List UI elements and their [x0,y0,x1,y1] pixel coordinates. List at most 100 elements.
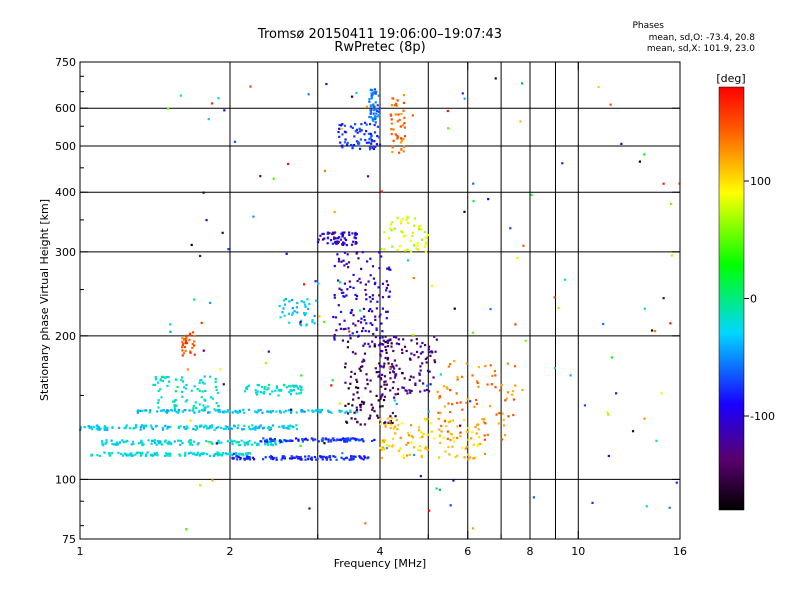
data-point [263,390,266,393]
data-point [352,273,355,277]
data-point [283,314,286,317]
data-point [96,424,99,427]
data-point [335,242,338,246]
data-point [502,418,505,421]
data-point [312,439,315,442]
data-point [426,448,429,451]
data-point [271,438,274,441]
data-point [255,411,258,414]
y-tick-label: 300 [55,246,76,259]
data-point [602,322,605,326]
data-point [403,345,407,348]
data-point [104,442,107,445]
data-point [314,409,317,412]
data-point [277,394,280,397]
data-point [396,134,399,138]
data-point [373,345,376,348]
data-point [318,408,321,412]
data-point [98,454,101,458]
data-point [356,391,359,394]
data-point [459,435,462,438]
data-point [204,389,207,393]
data-point [282,299,286,302]
data-point [264,456,267,459]
data-point [385,446,389,450]
data-point [383,231,386,234]
data-point [427,509,431,512]
data-point [412,376,415,379]
data-point [336,253,339,256]
data-point [347,402,350,406]
data-point [165,375,168,379]
data-point [295,411,298,414]
data-point [512,398,515,401]
data-point [419,475,422,478]
data-point [398,367,401,370]
data-point [306,438,309,442]
data-point [223,410,226,413]
data-point [159,378,162,381]
data-point [368,417,371,420]
data-point [482,421,485,424]
data-point [476,423,479,426]
data-point [304,437,308,440]
data-point [194,424,197,428]
data-point [424,447,427,450]
data-point [160,409,163,413]
data-point [368,138,371,141]
data-point [403,126,407,129]
data-point [288,427,291,430]
data-point [383,375,387,378]
data-point [311,320,314,323]
data-point [126,439,129,443]
data-point [471,374,474,377]
data-point [370,88,373,91]
data-point [357,334,360,337]
data-point [186,368,189,371]
data-point [360,123,363,126]
data-point [220,453,223,457]
data-point [177,425,181,428]
data-point [270,455,274,459]
data-point [255,393,259,396]
data-point [403,249,407,252]
data-point [193,452,196,455]
data-point [421,435,424,438]
data-point [461,408,464,411]
data-point [118,441,122,444]
data-point [448,453,451,456]
data-point [370,94,373,98]
x-tick-label: 2 [227,545,234,558]
data-point [237,444,241,447]
data-point [209,425,212,428]
data-point [417,448,420,452]
data-point [386,310,389,313]
data-point [166,425,169,429]
data-point [345,143,349,146]
data-point [414,383,417,387]
data-point [382,366,385,369]
data-point [198,381,201,384]
data-point [394,432,397,435]
data-point [342,259,345,262]
y-axis-title: Stationary phase Virtual Height [km] [38,199,51,401]
data-point [469,456,472,459]
data-point [377,286,380,289]
data-point [357,386,360,390]
data-point [357,319,360,323]
data-point [357,396,360,400]
x-tick-label: 1 [77,545,84,558]
data-point [287,409,291,412]
data-point [373,115,376,118]
data-point [272,177,275,180]
data-point [385,351,388,354]
data-point [156,381,160,384]
data-point [445,425,448,428]
data-point [218,452,221,455]
data-point [205,219,208,222]
data-point [206,427,209,430]
data-point [346,288,349,291]
data-point [278,441,282,444]
colorbar-tick-label: -100 [750,410,775,423]
data-point [286,162,290,166]
